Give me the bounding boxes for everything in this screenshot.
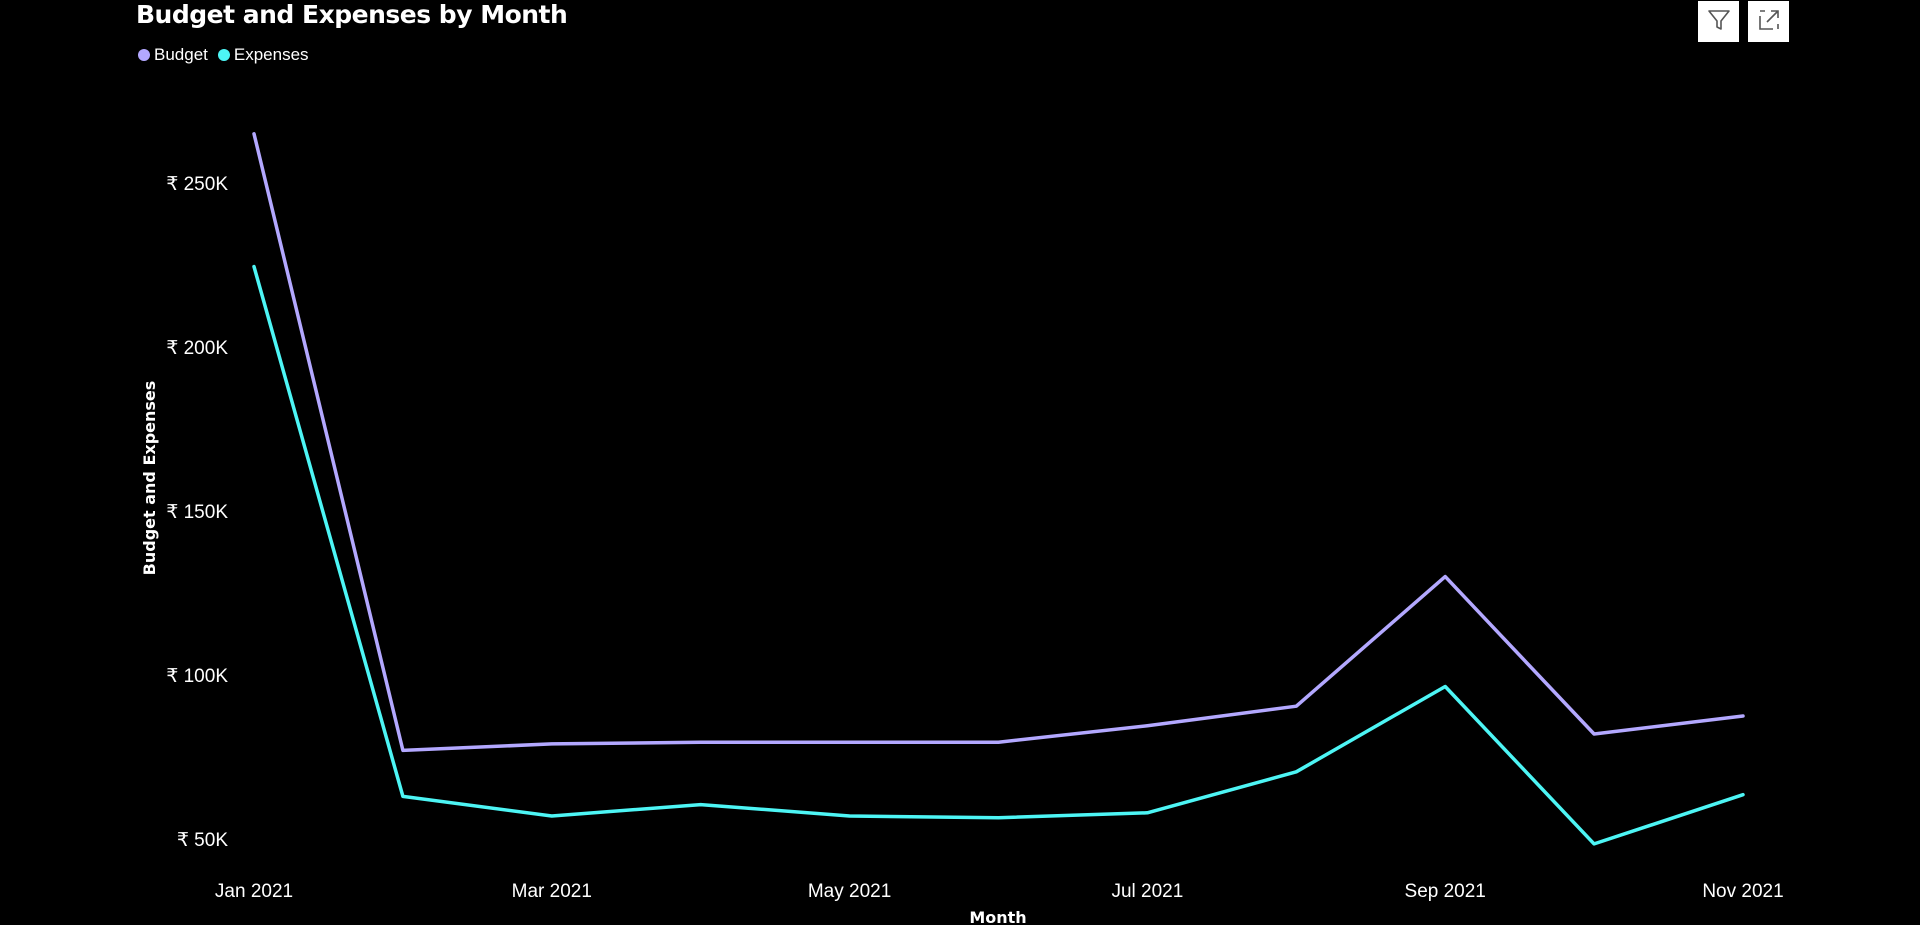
data-point-expenses[interactable]	[1439, 680, 1451, 692]
data-point-budget[interactable]	[1290, 700, 1302, 712]
x-axis: Jan 2021 Mar 2021 May 2021 Jul 2021 Sep 2021…	[215, 881, 1784, 902]
data-point-expenses[interactable]	[397, 790, 409, 802]
legend-label-budget: Budget	[154, 45, 208, 64]
legend-item-budget[interactable]: Budget	[138, 45, 208, 65]
legend-item-expenses[interactable]: Expenses	[217, 45, 309, 65]
y-tick-label: ₹ 250K	[166, 174, 228, 195]
y-axis: ₹ 50K ₹ 100K ₹ 150K ₹ 200K ₹ 250K	[166, 174, 228, 851]
x-tick-label: Mar 2021	[512, 881, 592, 902]
data-point-budget[interactable]	[1439, 571, 1451, 583]
y-axis-title: Budget and Expenses	[140, 381, 159, 576]
legend-marker-expenses	[217, 49, 230, 61]
x-tick-label: Jan 2021	[215, 881, 293, 902]
x-tick-label: May 2021	[808, 881, 891, 902]
data-point-budget[interactable]	[1141, 720, 1153, 732]
y-tick-label: ₹ 100K	[166, 666, 228, 687]
focus-mode-icon	[1756, 7, 1782, 37]
data-point-budget[interactable]	[1588, 728, 1600, 740]
data-point-budget[interactable]	[248, 128, 260, 140]
x-tick-label: Sep 2021	[1405, 881, 1486, 902]
data-point-expenses[interactable]	[1290, 766, 1302, 778]
plot-area	[248, 128, 1749, 850]
data-point-expenses[interactable]	[1588, 838, 1600, 850]
data-point-expenses[interactable]	[248, 261, 260, 273]
series-line-budget[interactable]	[252, 132, 1745, 753]
legend-label-expenses: Expenses	[233, 45, 309, 64]
chart-title: Budget and Expenses by Month	[136, 0, 568, 29]
x-tick-label: Jul 2021	[1111, 881, 1183, 902]
data-point-expenses[interactable]	[1141, 807, 1153, 819]
legend: Budget Expenses	[138, 45, 309, 65]
y-tick-label: ₹ 150K	[166, 502, 228, 523]
data-point-budget[interactable]	[695, 736, 707, 748]
data-point-expenses[interactable]	[993, 812, 1005, 824]
data-point-budget[interactable]	[397, 744, 409, 756]
y-tick-label: ₹ 200K	[166, 338, 228, 359]
data-point-expenses[interactable]	[1737, 789, 1749, 801]
focus-mode-button[interactable]	[1748, 1, 1789, 42]
data-point-expenses[interactable]	[695, 799, 707, 811]
data-point-budget[interactable]	[546, 738, 558, 750]
y-tick-label: ₹ 50K	[177, 830, 229, 851]
x-tick-label: Nov 2021	[1702, 881, 1783, 902]
data-point-budget[interactable]	[844, 736, 856, 748]
data-point-budget[interactable]	[1737, 710, 1749, 722]
filter-button[interactable]	[1698, 1, 1739, 42]
x-axis-title: Month	[969, 908, 1026, 925]
data-point-expenses[interactable]	[546, 810, 558, 822]
series-line-expenses[interactable]	[252, 264, 1745, 846]
legend-marker-budget	[138, 49, 150, 61]
filter-icon	[1706, 7, 1732, 37]
data-point-budget[interactable]	[993, 736, 1005, 748]
data-point-expenses[interactable]	[844, 810, 856, 822]
